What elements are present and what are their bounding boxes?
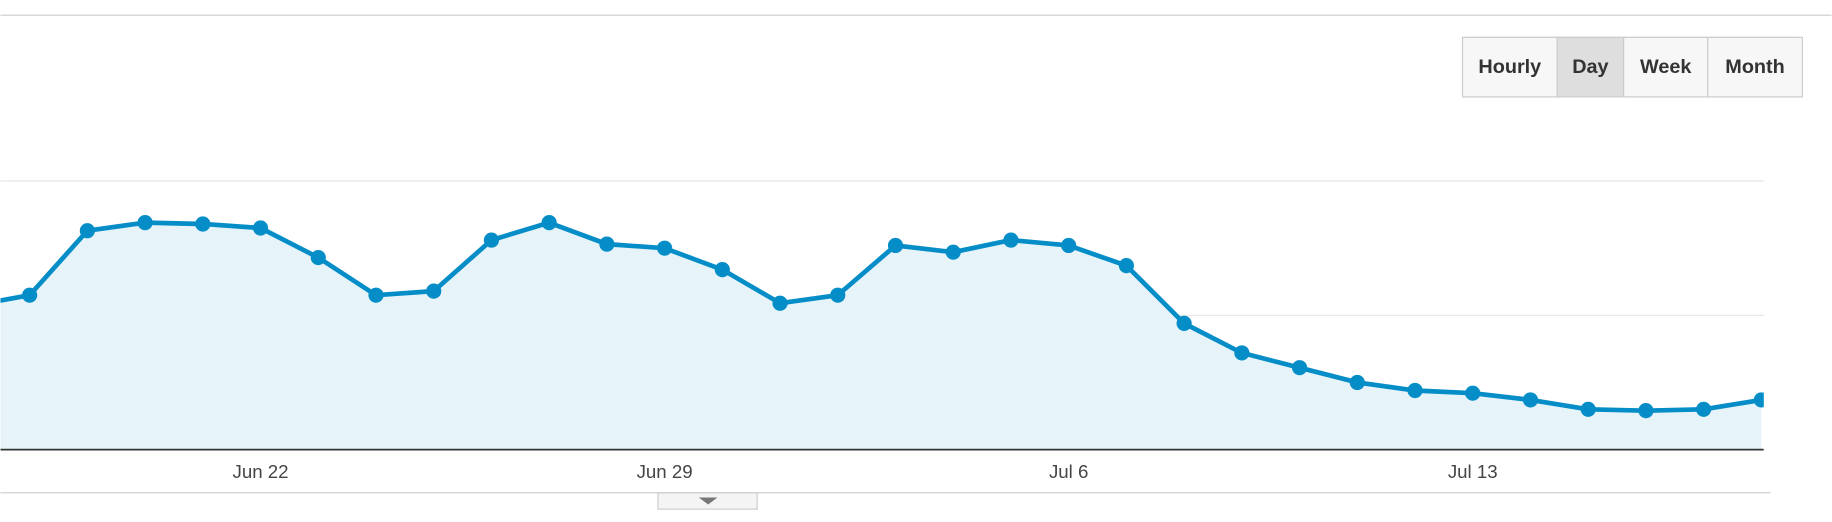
interval-button-label[interactable]: Month: [1725, 56, 1785, 78]
data-point: [887, 237, 904, 254]
data-point: [22, 287, 38, 303]
data-point: [1118, 258, 1134, 274]
interval-button-label[interactable]: Week: [1640, 56, 1692, 78]
data-point: [599, 236, 615, 252]
data-point: [137, 215, 153, 231]
area: [0, 222, 1762, 450]
data-point: [483, 232, 500, 248]
interval-button-label[interactable]: Day: [1572, 56, 1608, 78]
interval-buttons: Hourly Day Week Month: [1461, 36, 1803, 98]
x-tick-label: Jun 22: [233, 461, 289, 482]
data-point: [310, 249, 326, 266]
data-point: [426, 283, 442, 299]
interval-button-label[interactable]: Hourly: [1478, 56, 1541, 78]
data-point: [1580, 401, 1596, 417]
data-point: [1753, 392, 1764, 408]
data-point: [714, 262, 730, 278]
x-tick-label: Jul 13: [1448, 461, 1498, 482]
line: [0, 220, 1762, 413]
data-point: [1696, 401, 1712, 417]
interval-button[interactable]: [1556, 36, 1625, 98]
expand-arrow[interactable]: [698, 497, 718, 505]
x-tick-label: Jun 29: [637, 461, 693, 482]
data-point: [1465, 385, 1481, 401]
data-point: [368, 287, 384, 303]
data-point: [772, 295, 788, 311]
plot: [0, 180, 1764, 451]
data-point: [1522, 392, 1539, 408]
data-point: [195, 216, 211, 232]
data-point: [1176, 315, 1192, 331]
data-point: [945, 244, 961, 260]
x-axis-labels: Jun 22 Jun 29 Jul 6 Jul 13: [233, 461, 1498, 482]
interval-button[interactable]: [1461, 36, 1558, 98]
data-point: [1061, 237, 1077, 254]
data-point: [1003, 232, 1019, 248]
data-point: [541, 215, 557, 231]
data-point: [252, 220, 269, 236]
data-point: [1407, 382, 1423, 399]
data-point: [1291, 360, 1308, 376]
x-tick-label: Jul 6: [1049, 461, 1088, 482]
data-point: [1234, 345, 1250, 361]
data-point: [79, 223, 95, 239]
data-point: [1349, 374, 1365, 391]
data-point: [830, 287, 846, 303]
interval-button[interactable]: [1623, 36, 1709, 98]
data-point: [657, 240, 673, 256]
interval-button[interactable]: [1707, 36, 1803, 98]
data-point: [1638, 403, 1654, 419]
